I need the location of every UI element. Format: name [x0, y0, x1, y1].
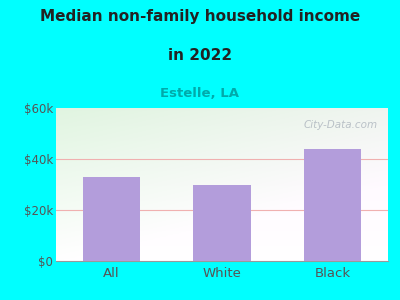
Text: City-Data.com: City-Data.com	[304, 120, 378, 130]
Text: in 2022: in 2022	[168, 48, 232, 63]
Bar	[82, 177, 140, 261]
Bar	[193, 184, 251, 261]
Text: Median non-family household income: Median non-family household income	[40, 9, 360, 24]
Bar	[304, 149, 362, 261]
Text: Estelle, LA: Estelle, LA	[160, 87, 240, 100]
